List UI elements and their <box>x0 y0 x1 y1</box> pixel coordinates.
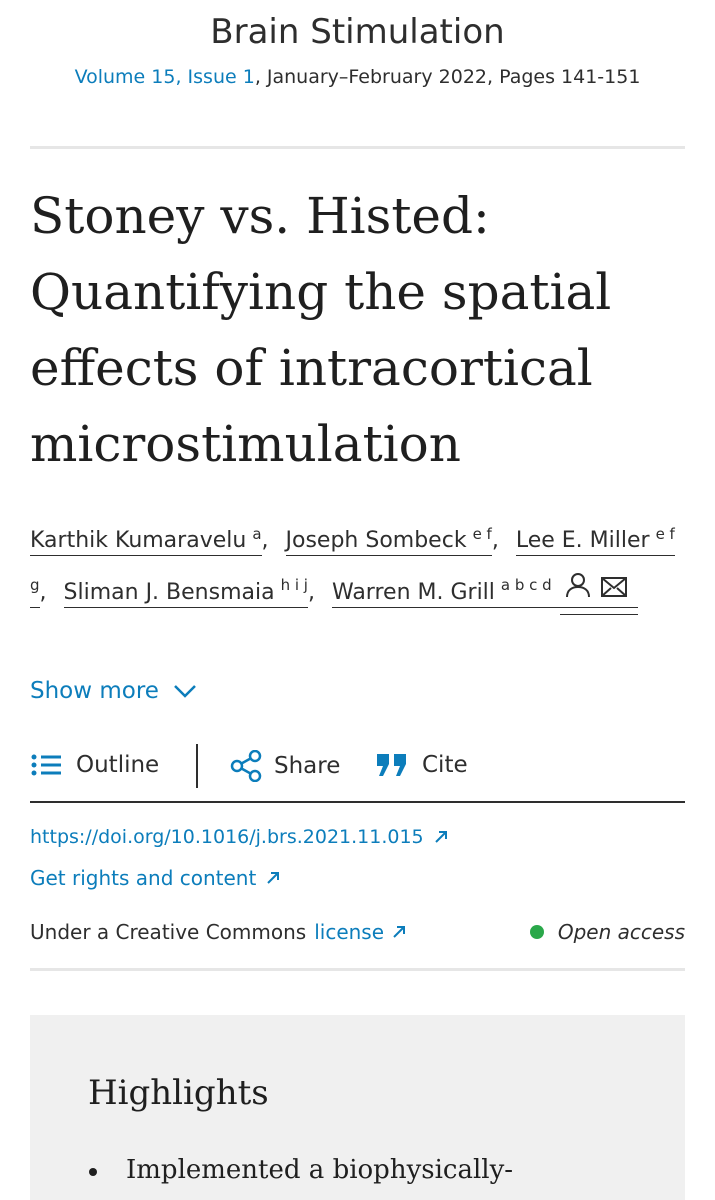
highlight-item: Implemented a biophysically- <box>88 1155 648 1192</box>
external-icon <box>267 872 280 884</box>
highlights-heading: Highlights <box>88 1073 269 1113</box>
author-separator: , <box>39 579 47 605</box>
journal-title[interactable]: Brain Stimulation <box>210 12 505 52</box>
author-affiliations: a <box>252 525 262 543</box>
share-icon <box>230 750 262 782</box>
show-more-label: Show more <box>30 678 159 704</box>
issue-link[interactable]: Volume 15, Issue 1 <box>74 66 255 88</box>
license-link[interactable]: license <box>314 920 385 944</box>
issue-info: , January–February 2022, Pages 141-151 <box>254 66 641 88</box>
author-name: Warren M. Grill <box>331 579 495 605</box>
open-access-dot <box>529 925 544 939</box>
issue-line: Volume 15, Issue 1, January–February 202… <box>0 66 715 88</box>
author-separator: , <box>307 579 315 605</box>
share-button[interactable]: Share <box>230 750 340 782</box>
author-separator: , <box>491 528 499 554</box>
divider <box>30 968 685 971</box>
author-affiliations: e f <box>472 525 492 543</box>
rights-text: Get rights and content <box>30 866 257 890</box>
cite-icon <box>377 754 406 776</box>
separator <box>196 744 198 788</box>
cite-button[interactable]: Cite <box>376 752 468 778</box>
rights-link[interactable]: Get rights and content <box>30 866 280 890</box>
show-more[interactable]: Show more <box>30 678 197 704</box>
outline-icon <box>31 754 61 776</box>
author-affiliations: h i j <box>280 576 308 595</box>
author-link[interactable]: Karthik Kumaravelu a <box>30 525 262 557</box>
author-name: Sliman J. Bensmaia <box>63 579 275 605</box>
doi-text: https://doi.org/10.1016/j.brs.2021.11.01… <box>30 826 424 848</box>
license-prefix: Under a Creative Commons <box>30 920 307 944</box>
doi-link[interactable]: https://doi.org/10.1016/j.brs.2021.11.01… <box>30 826 448 848</box>
highlights-box: Highlights Implemented a biophysically- <box>30 1015 685 1200</box>
outline-label: Outline <box>76 752 160 778</box>
cite-label: Cite <box>422 752 468 778</box>
author-icons <box>559 570 638 616</box>
author-link[interactable]: Warren M. Grill a b c d <box>331 573 638 616</box>
license-line: Under a Creative Commons license <box>30 920 406 944</box>
author-affiliations: e f g <box>30 525 675 595</box>
author-affiliations: a b c d <box>500 576 552 595</box>
chevron-icon <box>174 685 196 698</box>
bullet <box>88 1155 98 1192</box>
article-title: Stoney vs. Histed: Quantifying the spati… <box>30 187 612 473</box>
divider <box>30 801 685 803</box>
author-link[interactable]: Lee E. Miller e f g <box>30 525 675 608</box>
author-name: Karthik Kumaravelu <box>30 528 247 554</box>
external-icon <box>393 926 406 938</box>
access-label: Open access <box>557 920 685 944</box>
highlight-text: Implemented a biophysically- <box>126 1155 514 1185</box>
action-bar: Outline Share Cite <box>30 744 685 790</box>
contact-icons <box>565 573 627 598</box>
author-link[interactable]: Joseph Sombeck e f <box>285 525 492 557</box>
highlights-list: Implemented a biophysically- <box>88 1155 648 1192</box>
bullet-dot <box>89 1168 97 1176</box>
author-name: Lee E. Miller <box>515 528 650 554</box>
author-link[interactable]: Sliman J. Bensmaia h i j <box>63 576 308 608</box>
author-separator: , <box>261 528 269 554</box>
external-icon <box>434 831 447 843</box>
outline-button[interactable]: Outline <box>30 752 159 778</box>
author-name: Joseph Sombeck <box>285 528 467 554</box>
author-list: Karthik Kumaravelu a, Joseph Sombeck e f, … <box>30 512 690 616</box>
access-badge: Open access <box>529 920 685 944</box>
share-label: Share <box>274 753 341 779</box>
divider <box>30 146 685 149</box>
